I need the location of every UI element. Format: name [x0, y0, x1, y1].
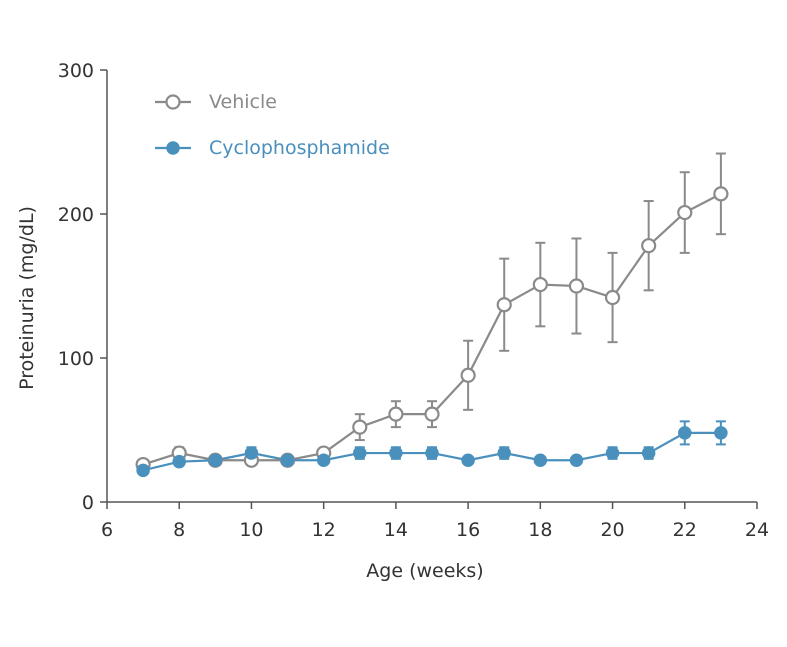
- axes: [106, 70, 757, 503]
- x-tick-label: 14: [384, 519, 408, 541]
- cyclophosphamide-data-point: [461, 453, 475, 467]
- vehicle-data-point: [352, 419, 368, 435]
- x-tick-label: 18: [528, 519, 552, 541]
- cyclophosphamide-data-point: [678, 426, 692, 440]
- series-lines: [142, 192, 722, 472]
- cyclophosphamide-legend-marker: [166, 141, 180, 155]
- y-axis-title: Proteinuria (mg/dL): [16, 206, 38, 390]
- vehicle-data-point: [424, 406, 440, 422]
- cyclophosphamide-data-point: [605, 446, 620, 460]
- y-tick-label: 300: [58, 60, 94, 82]
- cyclophosphamide-data-point: [425, 446, 439, 460]
- cyclophosphamide-data-point: [136, 463, 150, 478]
- cyclophosphamide-legend-label: Cyclophosphamide: [209, 137, 390, 159]
- y-tick-label: 0: [82, 492, 94, 514]
- ticks: 6 8 10 12 14 16 18 20 22 24 0 100 200 300: [58, 60, 769, 541]
- cyclophosphamide-data-point: [316, 453, 331, 467]
- vehicle-data-point: [460, 367, 476, 383]
- x-axis-title: Age (weeks): [366, 560, 483, 582]
- cyclophosphamide-data-point: [569, 453, 584, 467]
- vehicle-data-point: [641, 238, 657, 254]
- cyclophosphamide-data-point: [533, 453, 548, 467]
- cyclophosphamide-data-point: [353, 446, 367, 460]
- cyclophosphamide-data-point: [172, 454, 186, 469]
- x-tick-label: 8: [173, 519, 185, 541]
- error-bars: [174, 152, 726, 460]
- cyclophosphamide-data-point: [208, 453, 223, 467]
- vehicle-data-point: [388, 406, 404, 422]
- cyclophosphamide-data-point: [389, 446, 403, 460]
- cyclophosphamide-data-point: [497, 446, 511, 460]
- legend: Vehicle Cyclophosphamide: [155, 91, 390, 159]
- vehicle-legend-marker: [165, 94, 181, 110]
- series-markers: [135, 186, 729, 478]
- vehicle-data-point: [604, 289, 621, 306]
- vehicle-data-point: [496, 297, 512, 313]
- x-tick-label: 22: [673, 519, 697, 541]
- vehicle-data-point: [532, 276, 548, 293]
- x-tick-label: 16: [456, 519, 480, 541]
- x-tick-label: 10: [239, 519, 263, 541]
- x-tick-label: 20: [600, 519, 624, 541]
- cyclophosphamide-data-point: [280, 453, 295, 467]
- x-tick-label: 6: [101, 519, 113, 541]
- cyclophosphamide-data-point: [641, 446, 656, 460]
- x-tick-label: 24: [745, 519, 769, 541]
- y-tick-label: 100: [58, 348, 94, 370]
- cyclophosphamide-data-point: [244, 446, 259, 460]
- vehicle-legend-label: Vehicle: [209, 91, 277, 113]
- y-tick-label: 200: [58, 204, 94, 226]
- vehicle-data-point: [713, 186, 729, 202]
- vehicle-data-point: [568, 278, 585, 294]
- vehicle-data-point: [677, 204, 693, 221]
- cyclophosphamide-data-point: [714, 426, 728, 440]
- x-tick-label: 12: [312, 519, 336, 541]
